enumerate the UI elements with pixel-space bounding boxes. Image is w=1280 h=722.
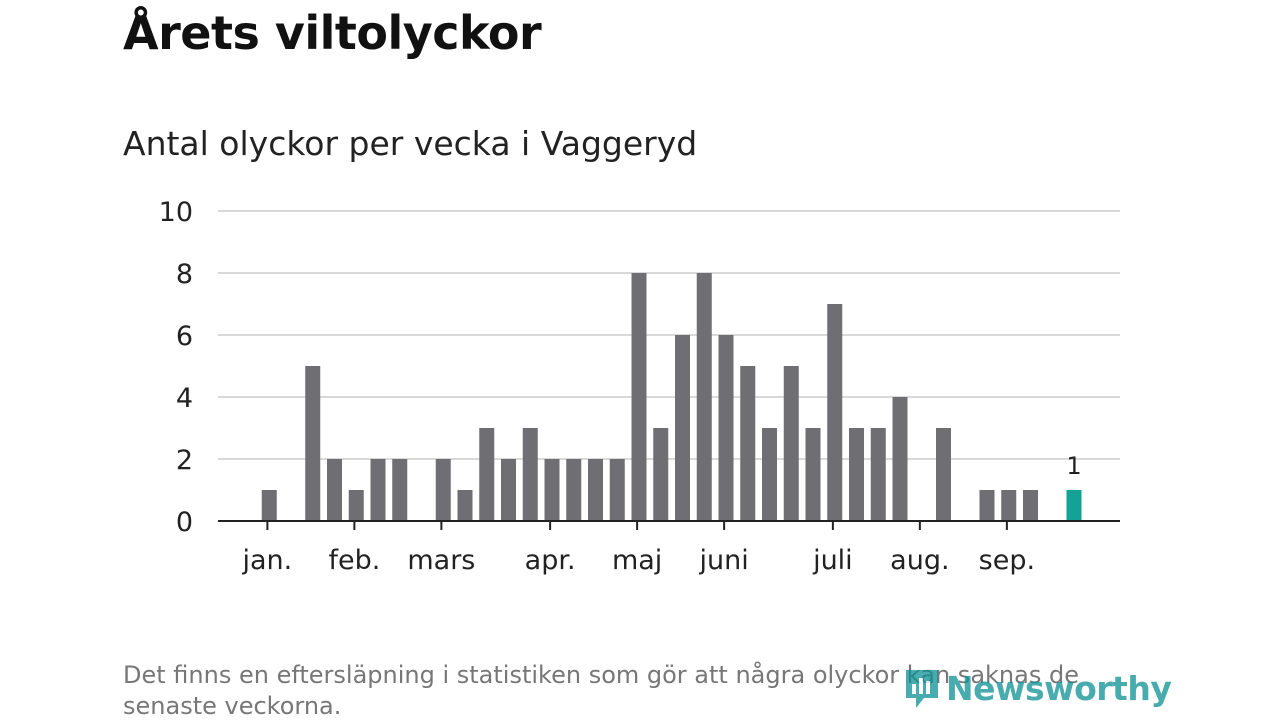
bar — [1001, 490, 1017, 521]
x-tick-label: apr. — [525, 545, 576, 576]
bar — [435, 459, 451, 521]
x-tick-label: jan. — [242, 545, 293, 576]
chart-subtitle: Antal olyckor per vecka i Vaggeryd — [123, 124, 698, 163]
bar — [305, 366, 321, 521]
bar — [501, 459, 516, 521]
bar — [653, 428, 669, 521]
x-tick-label: feb. — [328, 545, 380, 576]
bar-highlight — [1066, 490, 1082, 521]
y-tick-label: 8 — [176, 259, 193, 290]
bar — [718, 335, 734, 521]
bar — [631, 273, 647, 521]
bar — [522, 428, 538, 521]
chart-title: Årets viltolyckor — [123, 6, 542, 60]
bar — [566, 459, 582, 521]
bar-chart-speech-icon — [906, 670, 938, 708]
y-tick-label: 4 — [176, 383, 193, 414]
bar — [327, 459, 342, 521]
bar — [588, 459, 603, 521]
bar — [370, 459, 386, 521]
bar — [544, 459, 560, 521]
x-tick-label: maj — [612, 545, 662, 576]
bar — [392, 459, 408, 521]
bar — [979, 490, 995, 521]
brand-logo: Newsworthy — [902, 666, 1172, 710]
y-tick-label: 6 — [176, 321, 193, 352]
bar — [457, 490, 473, 521]
bar — [696, 273, 712, 521]
bar — [675, 335, 690, 521]
bar — [348, 490, 364, 521]
x-tick-label: juni — [699, 545, 749, 576]
x-tick-label: juli — [812, 545, 853, 576]
bar — [783, 366, 799, 521]
x-tick-label: aug. — [890, 545, 949, 576]
bar — [1023, 490, 1038, 521]
bar — [936, 428, 951, 521]
x-tick-label: mars — [407, 545, 475, 576]
bar — [892, 397, 908, 521]
bar — [849, 428, 864, 521]
bar — [762, 428, 777, 521]
x-tick-label: sep. — [979, 545, 1035, 576]
y-tick-label: 2 — [176, 445, 193, 476]
brand-name: Newsworthy — [946, 668, 1172, 708]
data-label: 1 — [1066, 452, 1081, 480]
bar — [827, 304, 843, 521]
bar — [479, 428, 495, 521]
y-tick-label: 10 — [159, 197, 193, 228]
bar — [609, 459, 625, 521]
y-tick-label: 0 — [176, 507, 193, 538]
bar — [740, 366, 756, 521]
bar — [805, 428, 821, 521]
bar — [261, 490, 277, 521]
bar — [870, 428, 886, 521]
